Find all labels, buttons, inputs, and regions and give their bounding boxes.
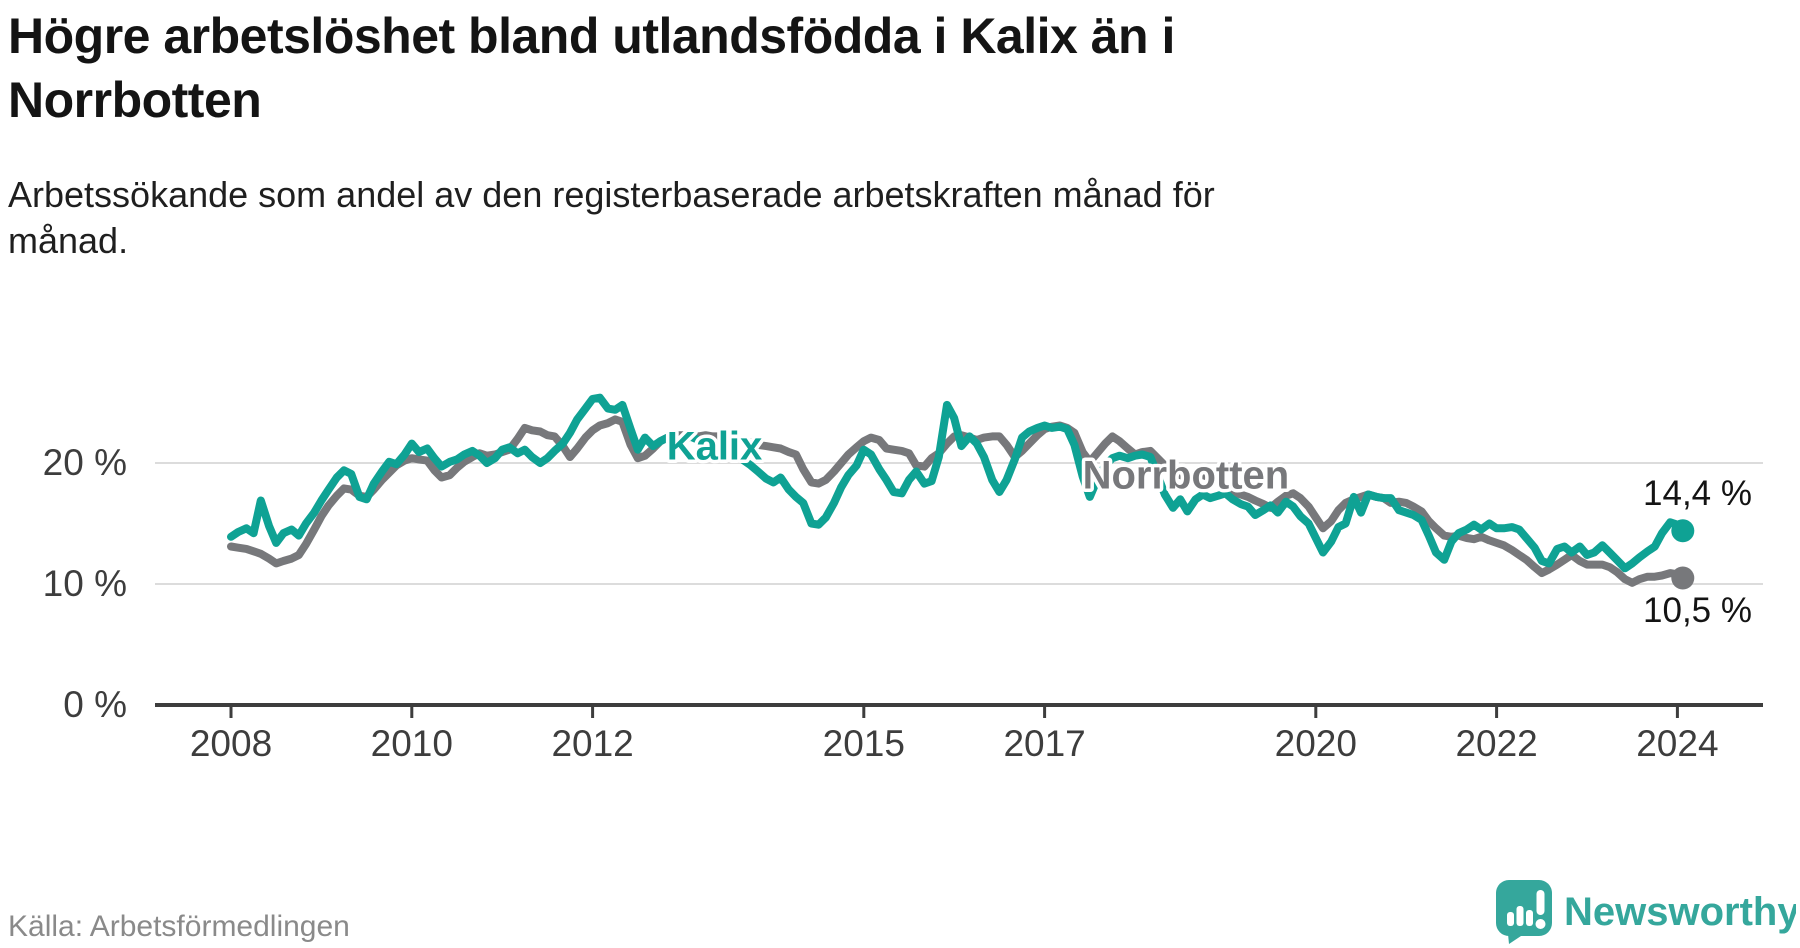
newsworthy-wordmark: Newsworthy [1564,890,1796,934]
newsworthy-logo: Newsworthy [1496,880,1796,944]
chart-title: Högre arbetslöshet bland utlandsfödda i … [8,4,1175,132]
chart-subtitle: Arbetssökande som andel av den registerb… [8,172,1215,264]
x-tick-label-2015: 2015 [823,723,905,764]
chart-subtitle-line-1: Arbetssökande som andel av den registerb… [8,174,1215,215]
logo-bar-1 [1507,912,1514,926]
series-label-norrbotten: Norrbotten [1083,453,1290,497]
chart-title-line-2: Norrbotten [8,72,262,128]
x-tick-label-2024: 2024 [1636,723,1718,764]
y-tick-label-10: 10 % [43,563,127,604]
x-tick-label-2017: 2017 [1003,723,1085,764]
x-tick-label-2022: 2022 [1455,723,1537,764]
logo-exclamation-bar [1536,890,1545,915]
logo-bubble-tail [1508,934,1524,944]
series-label-kalix: Kalix [667,424,763,468]
newsworthy-bubble-icon [1496,880,1552,944]
y-tick-label-20: 20 % [43,442,127,483]
kalix-end-dot [1671,519,1695,543]
x-tick-label-2010: 2010 [371,723,453,764]
kalix-line [227,393,1687,573]
chart-title-line-1: Högre arbetslöshet bland utlandsfödda i … [8,8,1175,64]
y-tick-label-0: 0 % [63,684,127,725]
logo-exclamation-dot [1535,919,1546,929]
x-tick-label-2008: 2008 [190,723,272,764]
source-note: Källa: Arbetsförmedlingen [8,910,350,943]
chart-subtitle-line-2: månad. [8,220,129,261]
norrbotten-end-dot [1671,566,1695,590]
logo-bar-3 [1526,910,1533,926]
end-value-label-kalix: 14,4 % [1643,474,1752,513]
x-tick-label-2012: 2012 [551,723,633,764]
end-value-label-norrbotten: 10,5 % [1643,591,1752,630]
logo-bar-2 [1516,906,1524,926]
x-tick-label-2020: 2020 [1275,723,1357,764]
